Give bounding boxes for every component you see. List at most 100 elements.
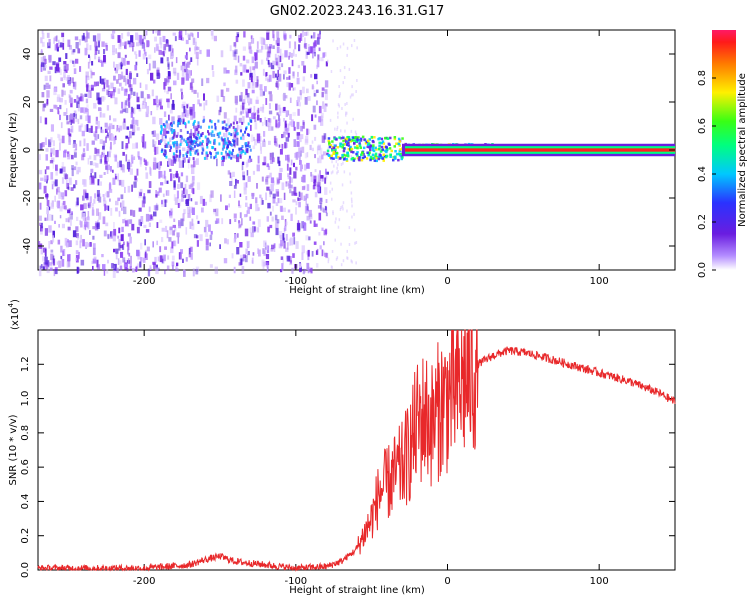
spectrogram-noise-cell [269, 172, 272, 178]
spectrogram-noise-cell [355, 90, 357, 93]
spectrogram-noise-cell [309, 216, 312, 221]
spectrogram-noise-cell [276, 76, 279, 81]
spectrogram-noise-cell [66, 108, 68, 115]
spectrogram-noise-cell [337, 115, 339, 119]
spectrogram-signal-cell [362, 146, 366, 150]
spectrogram-noise-cell [77, 118, 80, 125]
spectrogram-noise-cell [170, 208, 173, 213]
spectrogram-noise-cell [86, 43, 89, 51]
spectrogram-noise-cell [103, 197, 106, 202]
spectrogram-noise-cell [96, 194, 100, 201]
spectrogram-noise-cell [265, 77, 269, 81]
spectrogram-noise-cell [40, 62, 45, 67]
spectrogram-noise-cell [136, 226, 140, 234]
spectrogram-noise-cell [94, 147, 97, 154]
spectrogram-signal-cell [359, 137, 363, 141]
spectrogram-signal-cell [366, 145, 369, 149]
spectrogram-noise-cell [346, 102, 348, 105]
spectrogram-noise-cell [284, 225, 287, 231]
spectrogram-signal-cell [379, 156, 382, 160]
spectrogram-noise-cell [246, 69, 249, 73]
spectrogram-noise-cell [273, 135, 277, 143]
spectrogram-noise-cell [134, 175, 137, 181]
spectrogram-noise-cell [59, 206, 63, 212]
spectrogram-noise-cell [343, 76, 346, 79]
spectrogram-noise-cell [313, 179, 317, 187]
spectrogram-noise-cell [163, 82, 166, 90]
spectrogram-noise-cell [279, 48, 282, 57]
spectrogram-noise-cell [306, 193, 309, 199]
spectrogram-noise-cell [240, 92, 243, 99]
spectrogram-noise-cell [327, 59, 329, 63]
spectrogram-noise-cell [85, 108, 88, 113]
spectrogram-noise-cell [278, 172, 282, 180]
spectrogram-noise-cell [58, 39, 60, 44]
spectrogram-noise-cell [89, 161, 93, 166]
spectrogram-noise-cell [285, 142, 288, 148]
spectrogram-noise-cell [146, 57, 148, 64]
spectrogram-noise-cell [171, 61, 174, 67]
spectrogram-noise-cell [282, 131, 286, 138]
spectrogram-signal-cell [400, 157, 403, 161]
spectrogram-noise-cell [231, 176, 233, 181]
spectrogram-noise-cell [138, 50, 141, 57]
spectrogram-signal-cell [182, 154, 185, 157]
spectrogram-noise-cell [203, 93, 205, 101]
spectrogram-noise-cell [82, 195, 85, 201]
spectrogram-noise-cell [156, 146, 159, 155]
spectrogram-noise-cell [121, 33, 124, 39]
spectrogram-noise-cell [284, 221, 288, 226]
spectrogram-signal-cell [345, 137, 349, 141]
spectrogram-noise-cell [159, 219, 163, 223]
spectrogram-noise-cell [238, 200, 240, 207]
spectrogram-signal-cell [224, 141, 226, 145]
spectrogram-noise-cell [166, 190, 170, 196]
spectrogram-noise-cell [355, 261, 357, 265]
spectrogram-noise-cell [234, 218, 237, 222]
spectrogram-signal-cell [173, 143, 176, 147]
spectrogram-noise-cell [65, 76, 69, 81]
spectrogram-noise-cell [121, 226, 124, 233]
spectrogram-noise-cell [321, 227, 324, 231]
spectrogram-noise-cell [71, 50, 75, 55]
spectrogram-noise-cell [159, 118, 163, 125]
spectrogram-noise-cell [142, 257, 146, 263]
spectrogram-noise-cell [68, 95, 72, 103]
spectrogram-noise-cell [142, 196, 146, 204]
spectrogram-noise-cell [144, 251, 147, 258]
spectrogram-noise-cell [252, 145, 256, 150]
spectrogram-noise-cell [124, 108, 129, 114]
spectrogram-noise-cell [275, 227, 279, 236]
spectrogram-noise-cell [178, 176, 181, 183]
spectrogram-signal-cell [343, 147, 346, 150]
spectrogram-noise-cell [316, 263, 319, 268]
spectrogram-noise-cell [342, 207, 344, 211]
spectrogram-noise-cell [310, 74, 313, 78]
spectrogram-noise-cell [234, 42, 237, 49]
spectrogram-noise-cell [256, 49, 259, 53]
spectrogram-noise-cell [278, 144, 281, 148]
spectrogram-signal-cell [344, 141, 348, 144]
spectrogram-noise-cell [141, 103, 146, 109]
spectrogram-noise-cell [307, 44, 310, 52]
spectrogram-noise-cell [195, 266, 200, 272]
spectrogram-noise-cell [178, 30, 183, 38]
spectrogram-signal-cell [352, 151, 355, 154]
spectrogram-noise-cell [288, 41, 291, 49]
spectrogram-noise-cell [190, 112, 194, 120]
spectrogram-signal-cell [346, 136, 349, 139]
spectrogram-noise-cell [86, 104, 89, 110]
spectrogram-noise-cell [309, 213, 313, 220]
spectrogram-noise-cell [246, 210, 248, 217]
spectrogram-noise-cell [169, 226, 173, 231]
spectrogram-noise-cell [275, 82, 278, 87]
spectrogram-noise-cell [242, 116, 245, 124]
spectrogram-noise-cell [205, 219, 209, 228]
spectrogram-noise-cell [158, 162, 160, 170]
spectrogram-noise-cell [233, 56, 236, 60]
spectrogram-noise-cell [44, 58, 47, 64]
spectrogram-noise-cell [136, 119, 139, 127]
spectrogram-noise-cell [272, 157, 275, 163]
spectrogram-noise-cell [324, 80, 329, 88]
spectrogram-noise-cell [173, 71, 177, 76]
